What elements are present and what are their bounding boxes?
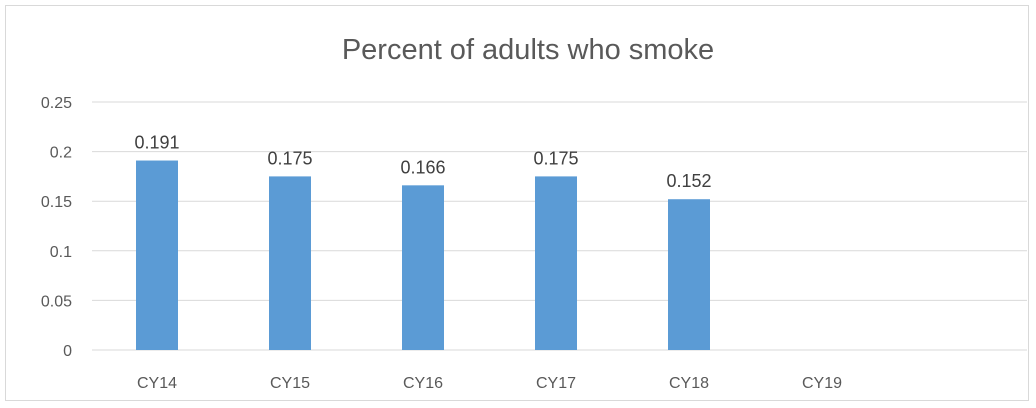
x-tick-label-cy16: CY16 xyxy=(403,375,443,392)
data-label-cy14: 0.191 xyxy=(134,133,179,153)
x-axis: CY14 CY15 CY16 CY17 CY18 CY19 xyxy=(137,375,842,392)
data-label-cy17: 0.175 xyxy=(533,148,578,168)
bar-cy17 xyxy=(535,176,577,350)
bar-cy18 xyxy=(668,199,710,350)
x-tick-label-cy19: CY19 xyxy=(802,375,842,392)
data-labels: 0.191 0.175 0.166 0.175 0.152 xyxy=(134,133,711,192)
x-tick-label-cy17: CY17 xyxy=(536,375,576,392)
y-tick-label: 0.15 xyxy=(41,194,72,211)
bar-cy14 xyxy=(136,160,178,350)
x-tick-label-cy14: CY14 xyxy=(137,375,177,392)
x-tick-label-cy15: CY15 xyxy=(270,375,310,392)
gridlines xyxy=(92,101,1027,351)
bar-cy15 xyxy=(269,176,311,350)
data-label-cy16: 0.166 xyxy=(400,157,445,177)
y-tick-label: 0.25 xyxy=(41,95,72,112)
y-axis: 0 0.05 0.1 0.15 0.2 0.25 xyxy=(41,95,72,360)
data-label-cy18: 0.152 xyxy=(666,171,711,191)
x-tick-label-cy18: CY18 xyxy=(669,375,709,392)
bar-cy16 xyxy=(402,185,444,350)
y-tick-label: 0.1 xyxy=(50,244,72,261)
y-tick-label: 0.2 xyxy=(50,145,72,162)
chart-title: Percent of adults who smoke xyxy=(342,34,714,66)
y-tick-label: 0 xyxy=(63,343,72,360)
bars xyxy=(136,160,710,350)
y-tick-label: 0.05 xyxy=(41,293,72,310)
data-label-cy15: 0.175 xyxy=(267,148,312,168)
